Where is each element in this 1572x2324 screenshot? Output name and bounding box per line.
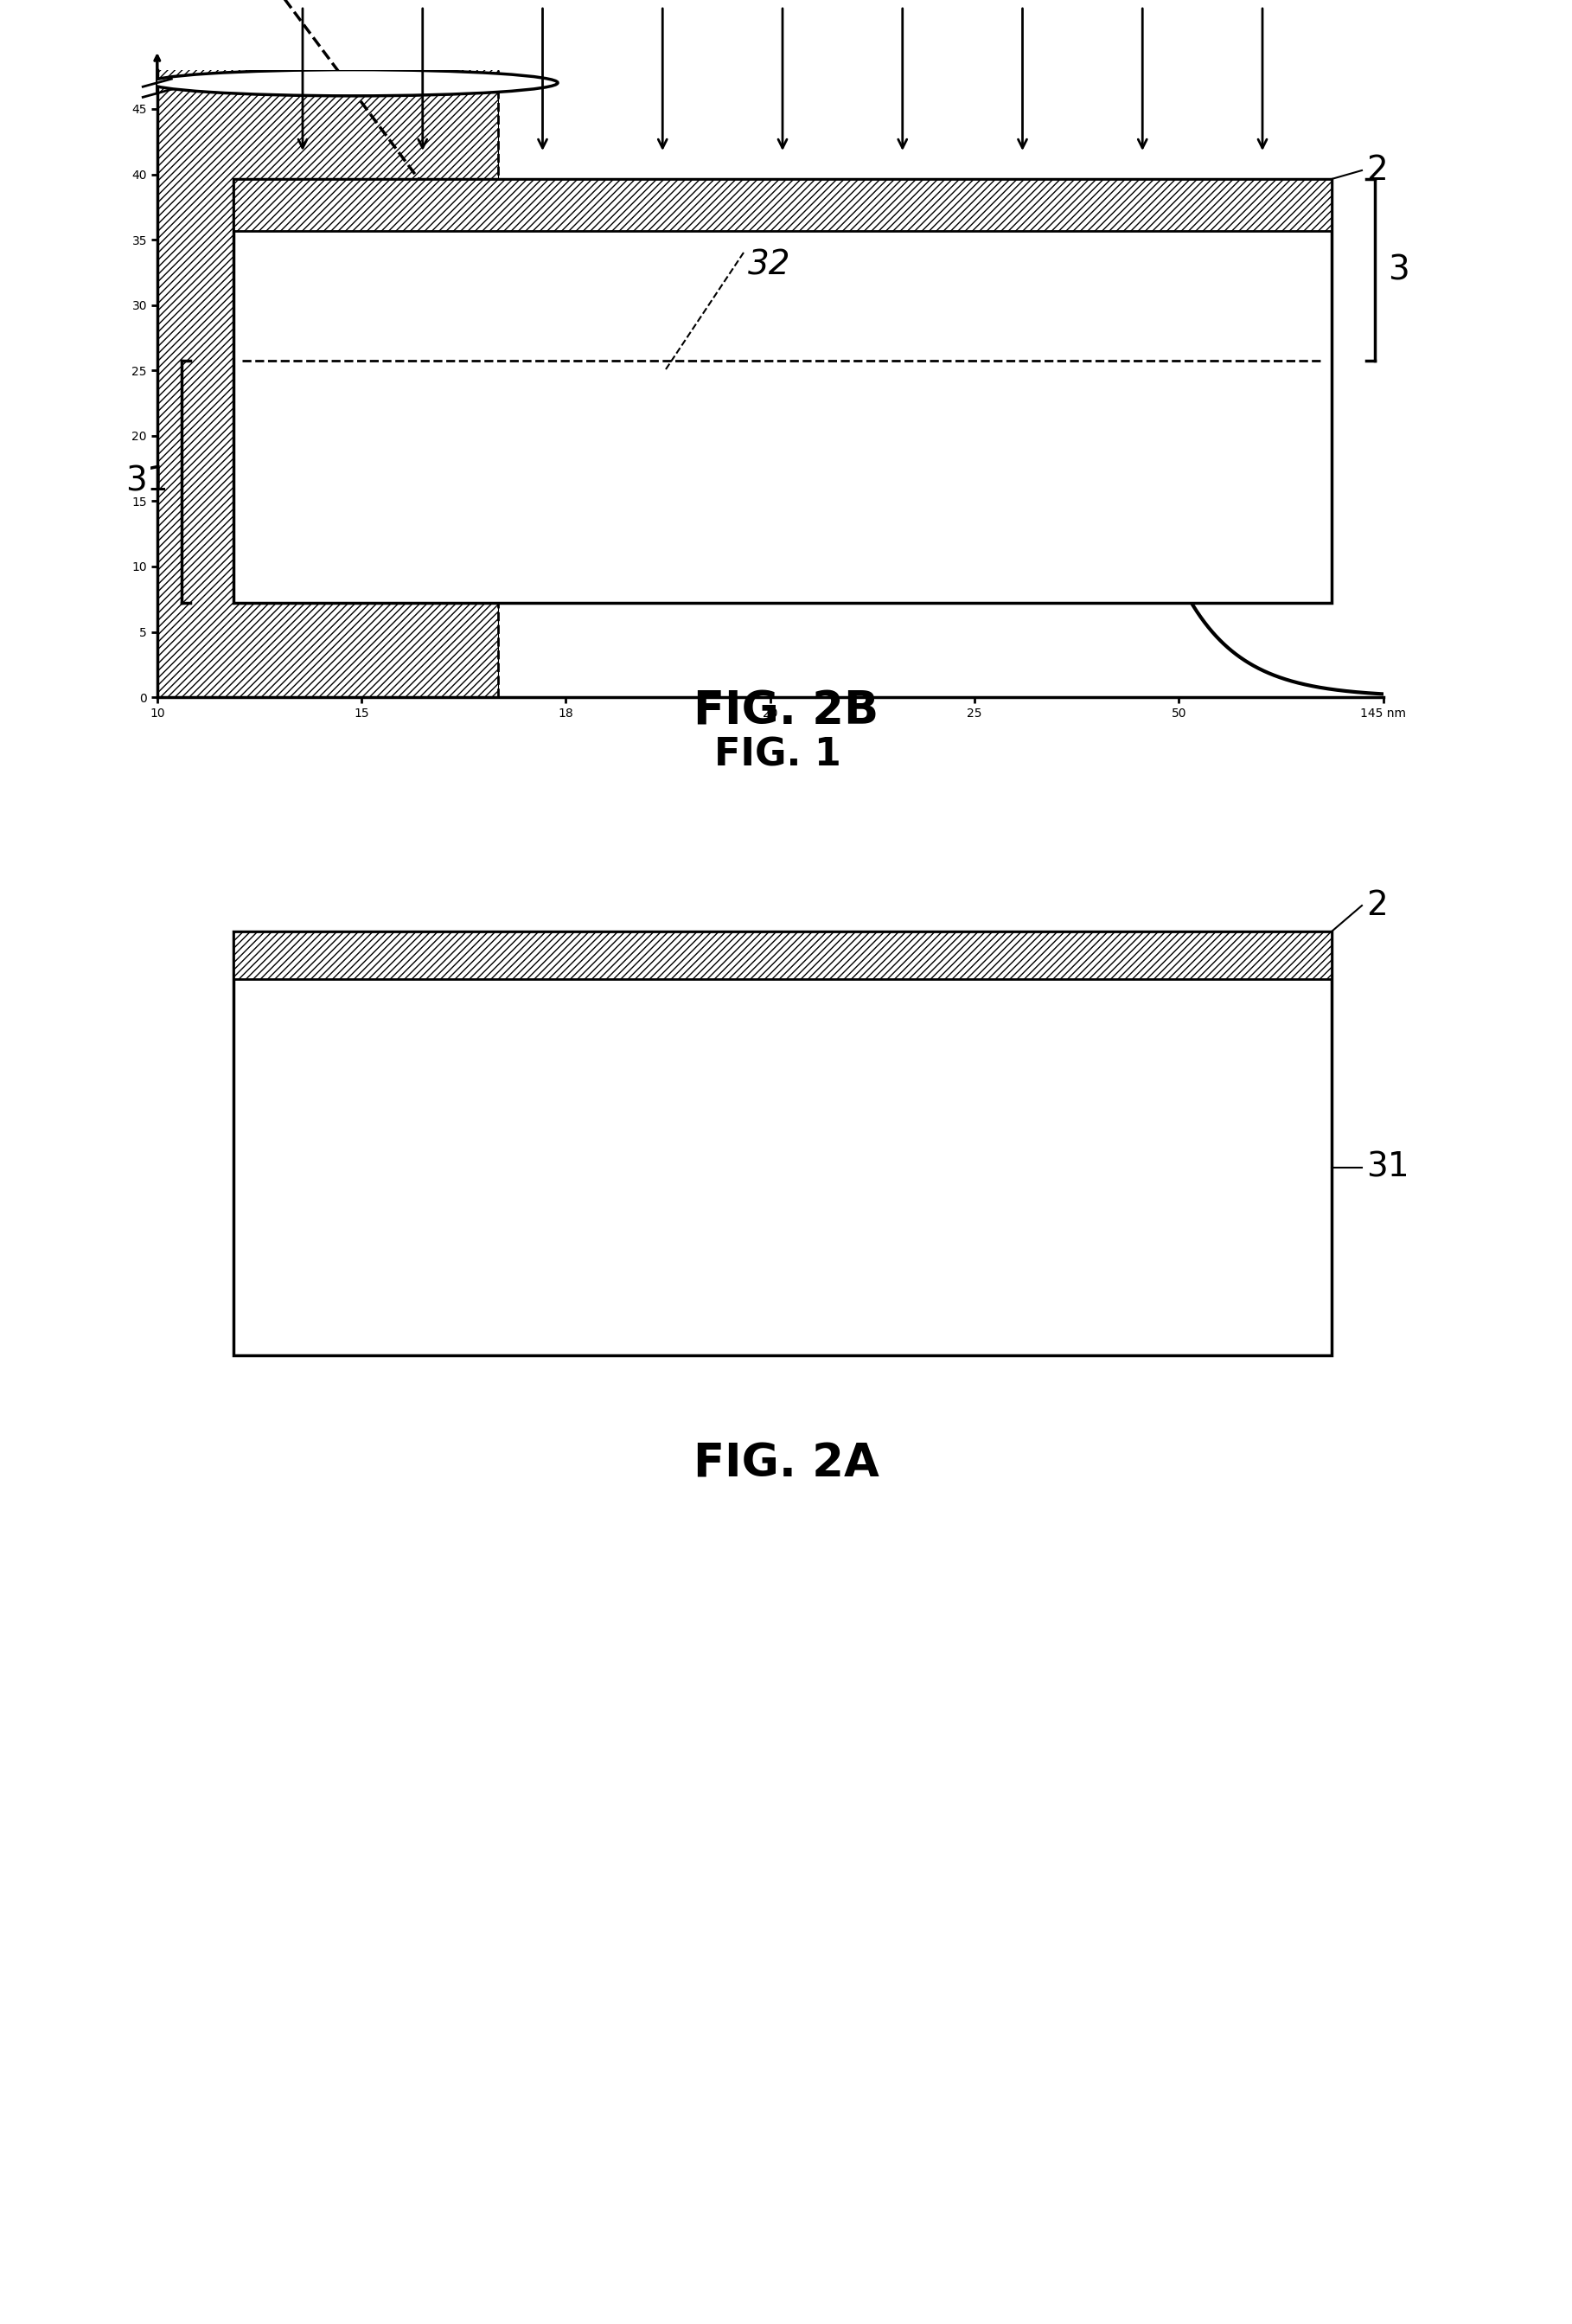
Text: 31: 31 [126,465,168,497]
Text: 3: 3 [1388,253,1409,286]
Text: 2: 2 [1366,153,1388,186]
Circle shape [149,70,558,95]
Text: 2: 2 [1366,890,1388,923]
Bar [234,179,1331,230]
Text: 32: 32 [748,249,791,281]
Bar [234,179,1331,602]
Text: FIG. 1: FIG. 1 [715,737,841,774]
Bar [234,932,1331,1355]
Text: FIG. 2A: FIG. 2A [693,1441,879,1487]
Text: FIG. 2B: FIG. 2B [693,690,879,734]
Bar [234,932,1331,978]
Text: 31: 31 [1366,1150,1409,1183]
